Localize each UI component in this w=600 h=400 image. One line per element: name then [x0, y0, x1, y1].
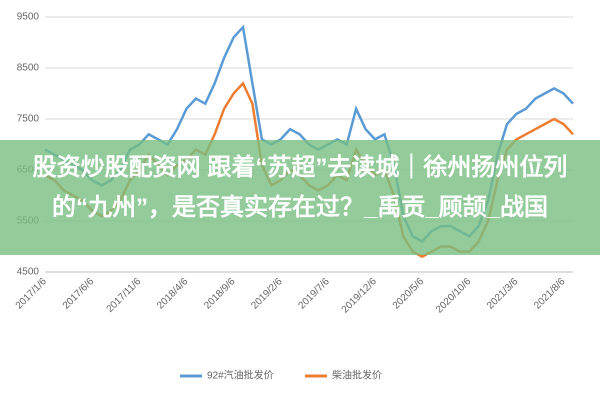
- x-tick-label: 2021/8/6: [532, 276, 568, 312]
- x-tick-label: 2021/3/6: [485, 276, 521, 312]
- x-tick-label: 2019/7/6: [297, 276, 333, 312]
- x-tick-label: 2017/6/6: [61, 276, 97, 312]
- x-tick-label: 2018/4/6: [155, 276, 191, 312]
- y-tick-label: 4500: [17, 267, 40, 278]
- x-tick-label: 2019/2/6: [249, 276, 285, 312]
- y-tick-label: 9500: [17, 12, 40, 23]
- x-tick-label: 2017/11/6: [105, 276, 144, 315]
- overlay-banner: 股资炒股配资网 跟着“苏超”去读城｜徐州扬州位列的“九州”，是否真实存在过？_禹…: [0, 140, 600, 255]
- y-tick-label: 8500: [17, 63, 40, 74]
- x-tick-label: 2020/5/6: [391, 276, 427, 312]
- y-tick-label: 7500: [17, 114, 40, 125]
- x-tick-label: 2018/9/6: [202, 276, 238, 312]
- x-tick-label: 2019/12/6: [340, 276, 380, 316]
- x-tick-label: 2020/10/6: [434, 276, 474, 316]
- legend-label: 92#汽油批发价: [207, 369, 274, 382]
- legend-label: 柴油批发价: [332, 369, 382, 382]
- x-tick-label: 2017/1/6: [14, 276, 50, 312]
